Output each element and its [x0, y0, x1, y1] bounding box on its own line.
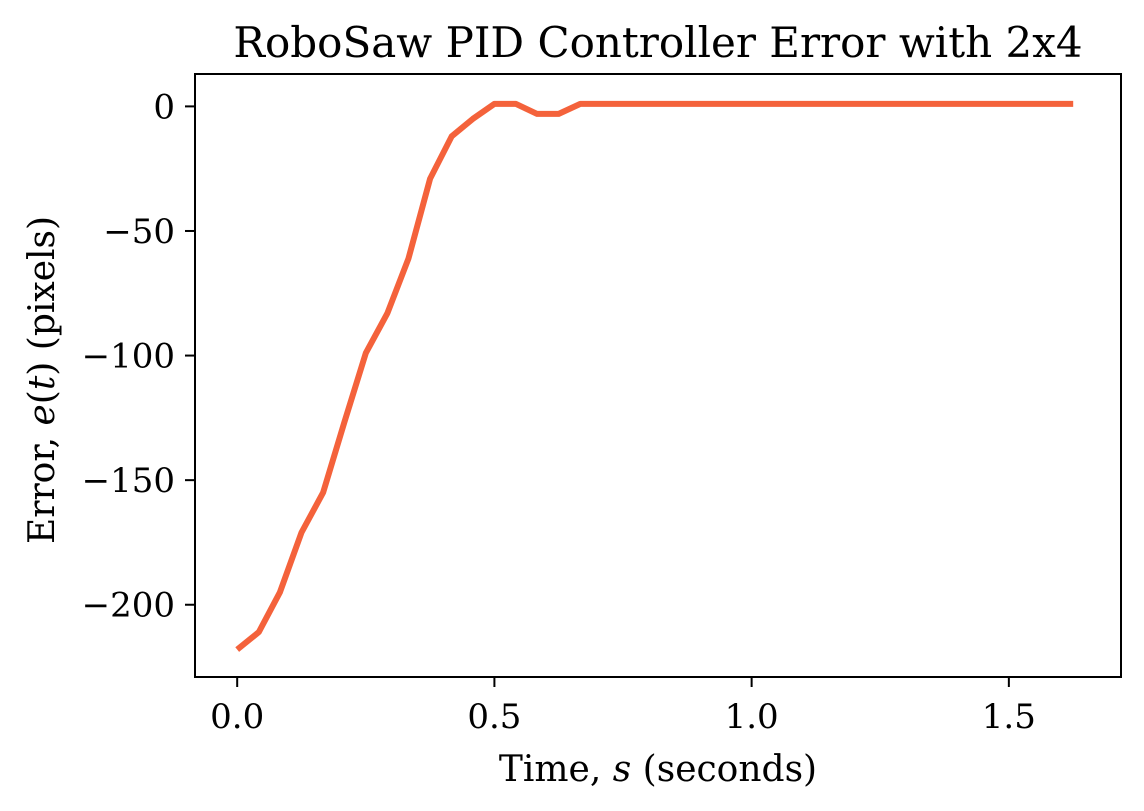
axes-frame — [194, 73, 1122, 678]
series-line — [235, 100, 1074, 652]
x-axis-ticks: 0.0 0.5 1.0 1.5 — [210, 677, 1036, 737]
x-tick-label: 0.0 — [210, 697, 264, 737]
y-tick-label: −50 — [103, 212, 175, 252]
axis-label-part: e — [22, 404, 63, 425]
axis-label-part: t — [22, 375, 63, 390]
plot-area — [235, 100, 1074, 652]
axis-label-part: ) (pixels) — [22, 216, 63, 376]
y-tick-label: 0 — [153, 87, 175, 127]
x-tick-label: 1.0 — [725, 697, 779, 737]
x-axis-label: Time, s (seconds) — [499, 749, 817, 790]
axis-label-part: Time, — [499, 749, 613, 790]
axis-label-part: s — [613, 749, 631, 790]
axis-label-part: (seconds) — [631, 749, 817, 790]
x-tick-label: 0.5 — [467, 697, 521, 737]
axis-label-part: Error, — [22, 426, 63, 545]
y-tick-label: −200 — [82, 586, 175, 626]
chart-title: RoboSaw PID Controller Error with 2x4 — [233, 18, 1082, 67]
y-tick-label: −150 — [82, 461, 175, 501]
y-axis-label: Error, e(t) (pixels) — [22, 216, 63, 544]
x-tick-label: 1.5 — [982, 697, 1036, 737]
axis-label-part: ( — [22, 390, 63, 404]
y-tick-label: −100 — [82, 337, 175, 377]
y-axis-ticks: 0 −50 −100 −150 −200 — [82, 87, 195, 626]
